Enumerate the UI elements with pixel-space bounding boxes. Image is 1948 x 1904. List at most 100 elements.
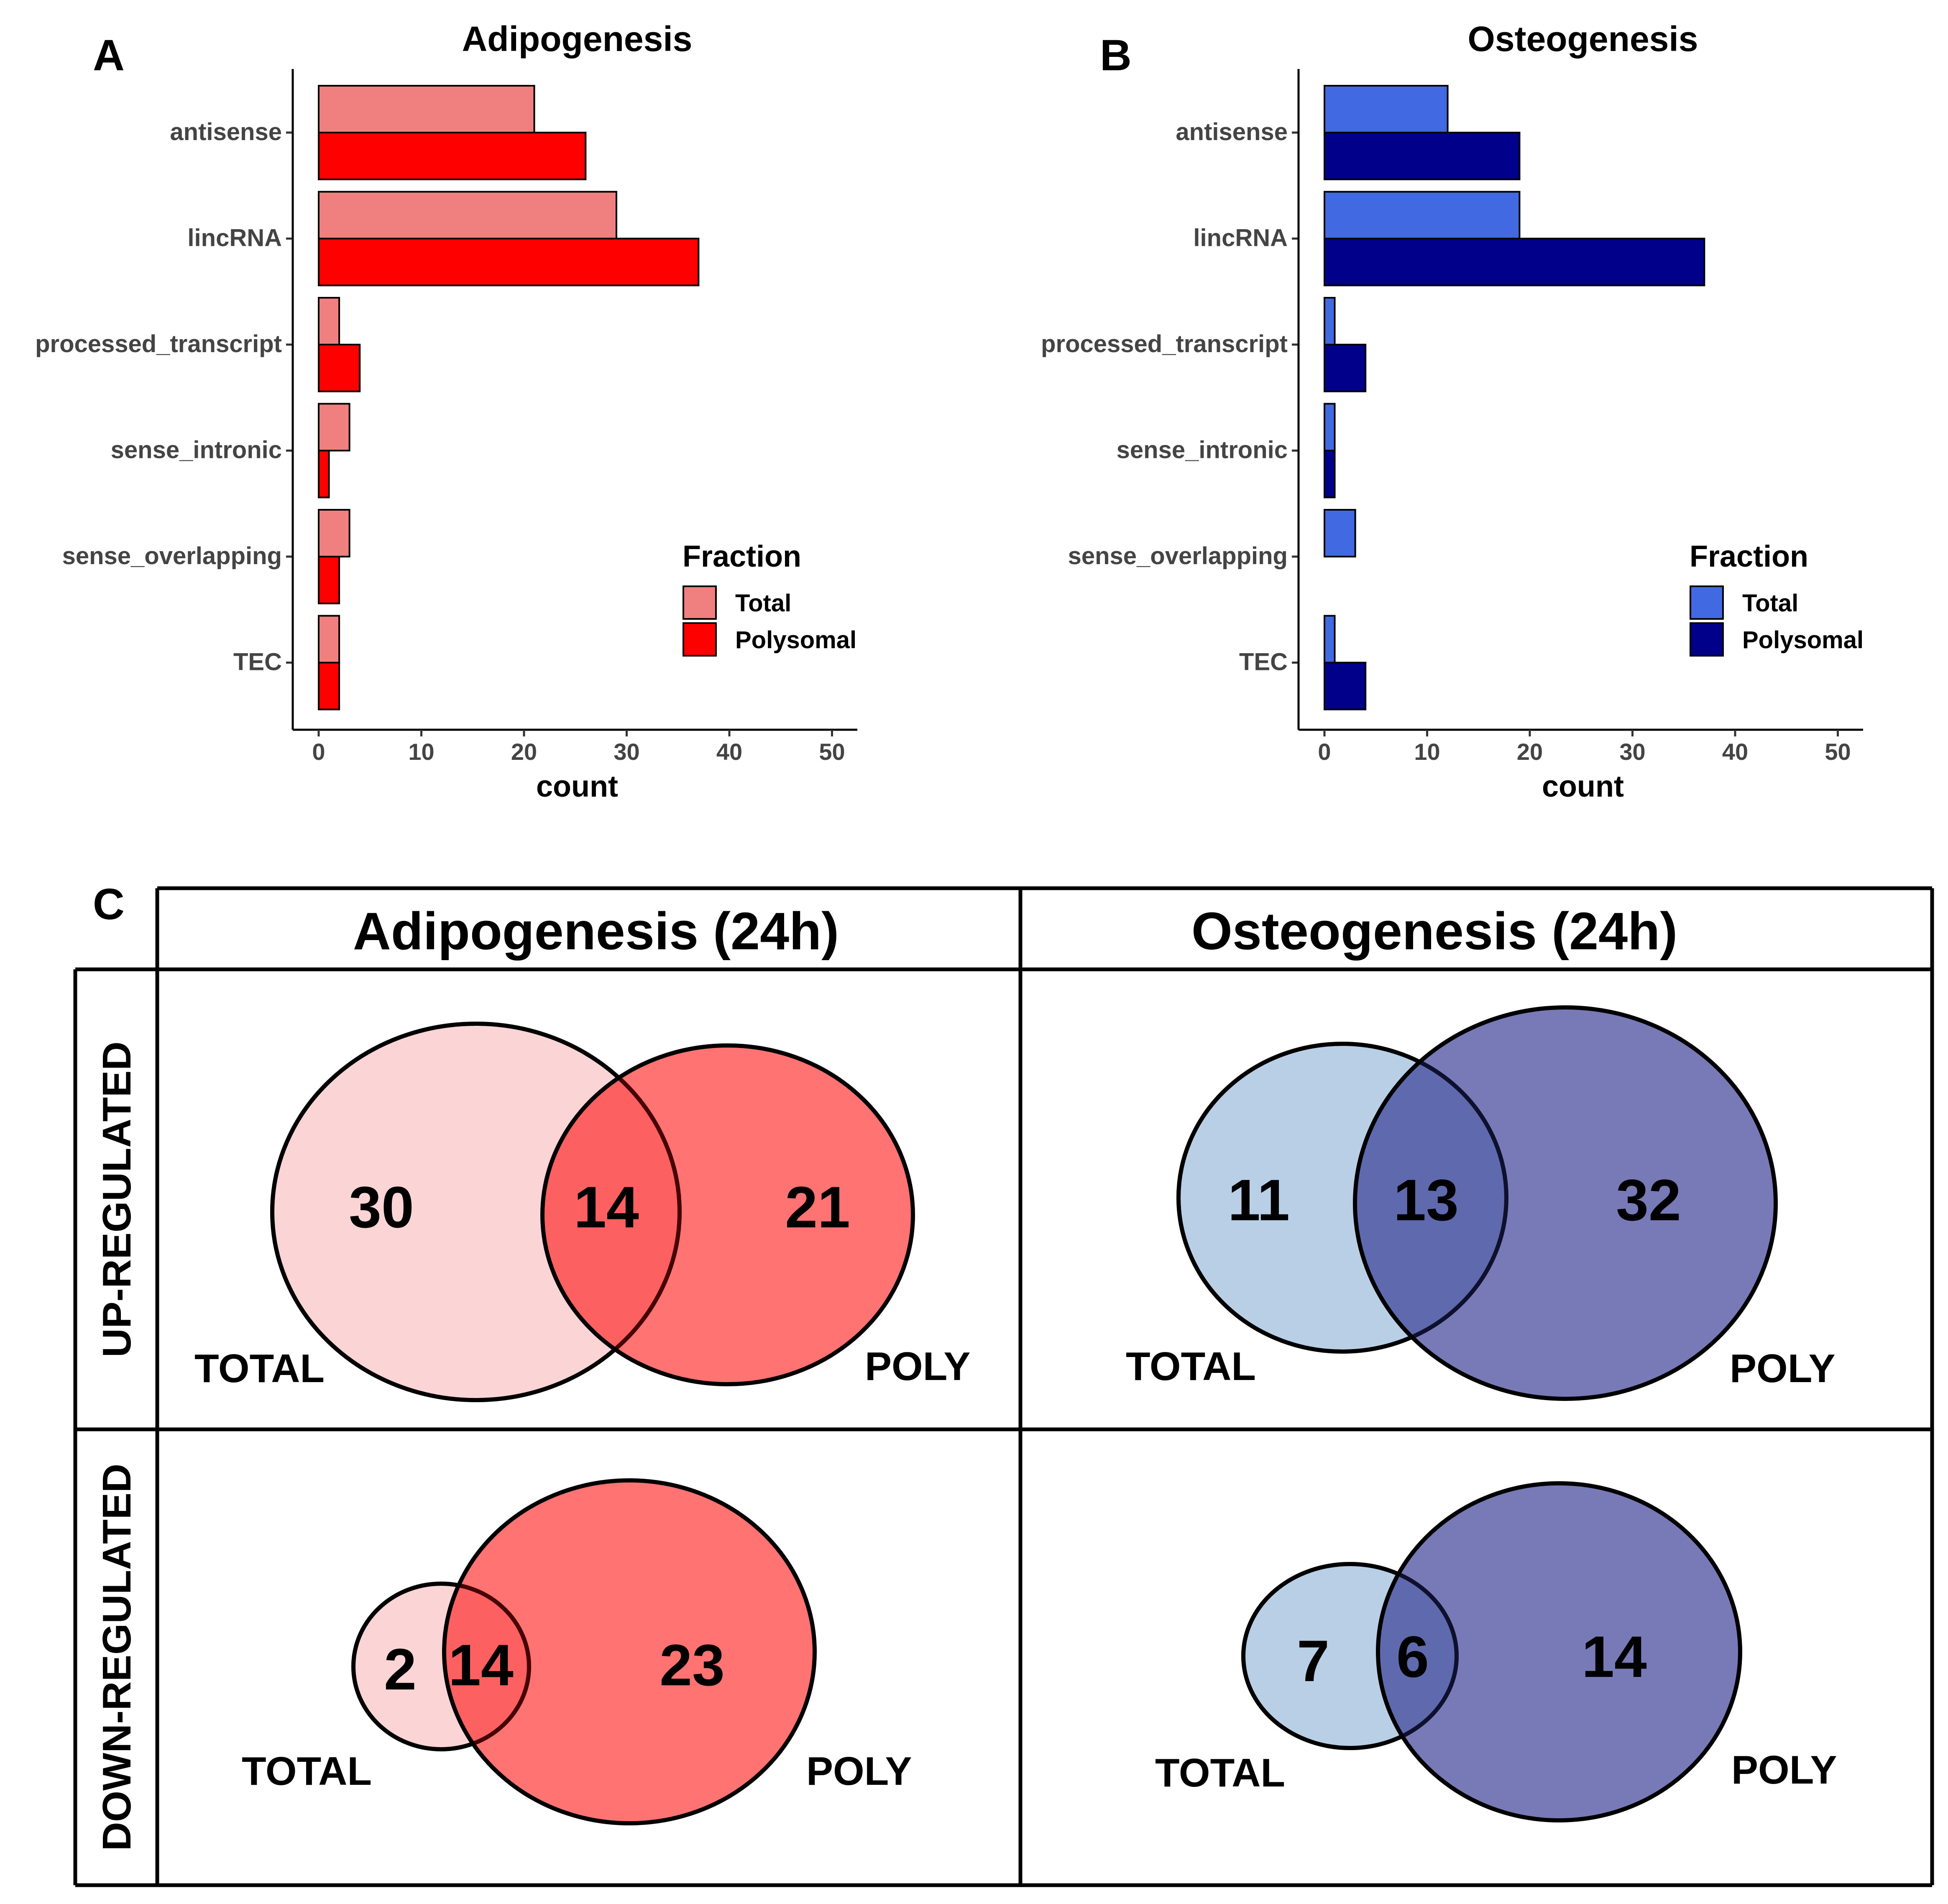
bar-sense_overlapping-total bbox=[318, 509, 350, 557]
x-tick-label-10: 10 bbox=[1414, 739, 1440, 765]
category-label-antisense: antisense bbox=[1176, 118, 1288, 146]
bar-sense_overlapping-polysomal bbox=[318, 556, 340, 604]
venn-count-total-only: 7 bbox=[1297, 1628, 1329, 1694]
x-tick-label-10: 10 bbox=[408, 739, 434, 765]
venn-circle-total-outline bbox=[1176, 1042, 1508, 1354]
x-tick-label-30: 30 bbox=[1619, 739, 1645, 765]
bar-sense_intronic-total bbox=[1324, 403, 1336, 452]
bar-sense_intronic-polysomal bbox=[1324, 450, 1336, 498]
venn-count-overlap: 14 bbox=[574, 1174, 639, 1240]
bar-processed_transcript-total bbox=[1324, 297, 1336, 345]
venn-label-poly: POLY bbox=[1731, 1748, 1837, 1792]
legend-swatch-polysomal-a bbox=[683, 622, 717, 657]
legend-label-total-a: Total bbox=[735, 590, 791, 617]
chart-b-category-labels: antisense lincRNA processed_transcriptsens… bbox=[1041, 118, 1288, 676]
chart-b-axes bbox=[1292, 69, 1863, 736]
x-tick-label-30: 30 bbox=[614, 739, 639, 765]
venn-label-total: TOTAL bbox=[194, 1346, 325, 1391]
venn-count-overlap: 13 bbox=[1393, 1167, 1459, 1233]
chart-a-axes bbox=[286, 69, 857, 736]
legend-label-polysomal-a: Polysomal bbox=[735, 626, 856, 654]
venn-label-poly: POLY bbox=[1730, 1346, 1836, 1391]
chart-a-category-labels: antisense lincRNA processed_transcriptsens… bbox=[35, 118, 282, 676]
chart-a-bars bbox=[318, 85, 700, 710]
chart-b-tick-labels: 0 10 20 30 40 50 bbox=[1318, 739, 1851, 765]
venn-circle-total-outline bbox=[1241, 1562, 1459, 1750]
panel-b: B Osteogenesis antisense lincRNA processed… bbox=[1041, 19, 1864, 803]
legend-label-total-b: Total bbox=[1742, 590, 1798, 617]
chart-b-bars bbox=[1324, 85, 1705, 710]
bar-lincRNA-polysomal bbox=[1324, 238, 1705, 286]
bar-processed_transcript-polysomal bbox=[318, 344, 361, 392]
venn-adipo-down: 2 14 23 TOTAL POLY bbox=[242, 1478, 912, 1825]
bar-antisense-polysomal bbox=[318, 132, 587, 180]
bar-TEC-polysomal bbox=[318, 662, 340, 710]
venn-count-poly-only: 23 bbox=[660, 1632, 725, 1698]
venn-label-poly: POLY bbox=[806, 1749, 912, 1794]
legend-title-a: Fraction bbox=[683, 540, 801, 573]
category-label-lincRNA: lincRNA bbox=[1193, 225, 1288, 252]
category-label-sense_overlapping: sense_overlapping bbox=[62, 542, 282, 570]
venn-circle-poly bbox=[442, 1478, 817, 1825]
bar-TEC-total bbox=[318, 615, 340, 664]
bar-processed_transcript-total bbox=[318, 297, 340, 345]
bar-TEC-polysomal bbox=[1324, 662, 1367, 710]
category-label-sense_intronic: sense_intronic bbox=[111, 437, 282, 464]
chart-a-tick-labels: 0 10 20 30 40 50 bbox=[312, 739, 845, 765]
x-axis-title-a: count bbox=[536, 770, 618, 803]
x-tick-label-50: 50 bbox=[1825, 739, 1851, 765]
category-label-sense_overlapping: sense_overlapping bbox=[1068, 542, 1288, 570]
panel-letter-a: A bbox=[93, 31, 125, 80]
venn-label-total: TOTAL bbox=[1155, 1751, 1285, 1795]
bar-antisense-polysomal bbox=[1324, 132, 1521, 180]
legend-title-b: Fraction bbox=[1690, 540, 1808, 573]
bar-antisense-total bbox=[318, 85, 535, 133]
venn-count-total-only: 11 bbox=[1228, 1167, 1290, 1233]
venn-count-poly-only: 21 bbox=[785, 1174, 850, 1240]
venn-grid-lines bbox=[73, 886, 1934, 1887]
legend-swatch-polysomal-b bbox=[1690, 622, 1724, 657]
x-tick-label-40: 40 bbox=[716, 739, 742, 765]
venn-circle-total-outline bbox=[351, 1582, 531, 1751]
venn-count-overlap: 14 bbox=[448, 1632, 514, 1698]
bar-TEC-total bbox=[1324, 615, 1336, 664]
venn-count-total-only: 2 bbox=[384, 1636, 417, 1702]
row-header-down-regulated: DOWN-REGULATED bbox=[95, 1464, 139, 1851]
bar-sense_overlapping-total bbox=[1324, 509, 1356, 557]
venn-osteo-up: 11 13 32 TOTAL POLY bbox=[1126, 1005, 1836, 1401]
category-label-sense_intronic: sense_intronic bbox=[1117, 437, 1288, 464]
panel-letter-b: B bbox=[1100, 31, 1132, 80]
venn-count-poly-only: 14 bbox=[1582, 1624, 1647, 1689]
chart-title-adipogenesis: Adipogenesis bbox=[462, 19, 693, 59]
category-label-antisense: antisense bbox=[170, 118, 282, 146]
legend-swatch-total-a bbox=[683, 585, 717, 620]
bar-lincRNA-total bbox=[318, 191, 617, 240]
venn-osteo-down: 7 6 14 TOTAL POLY bbox=[1155, 1481, 1837, 1822]
row-header-up-regulated: UP-REGULATED bbox=[95, 1041, 139, 1357]
venn-count-poly-only: 32 bbox=[1616, 1167, 1681, 1233]
venn-label-total: TOTAL bbox=[1126, 1344, 1256, 1389]
x-tick-label-50: 50 bbox=[819, 739, 845, 765]
venn-label-total: TOTAL bbox=[242, 1749, 372, 1794]
chart-title-osteogenesis: Osteogenesis bbox=[1468, 19, 1698, 59]
column-header-adipogenesis: Adipogenesis (24h) bbox=[353, 902, 839, 961]
x-tick-label-40: 40 bbox=[1722, 739, 1748, 765]
category-label-TEC: TEC bbox=[233, 649, 282, 676]
venn-circle-poly bbox=[1376, 1481, 1742, 1822]
bar-sense_intronic-polysomal bbox=[318, 450, 330, 498]
bar-lincRNA-total bbox=[1324, 191, 1521, 240]
venn-circle-total-outline bbox=[270, 1022, 682, 1402]
x-tick-label-0: 0 bbox=[1318, 739, 1331, 765]
venn-circle-poly bbox=[540, 1043, 915, 1386]
panel-c: C Adipogenesis (24h) Osteogenesis (24h) … bbox=[73, 880, 1934, 1887]
bar-processed_transcript-polysomal bbox=[1324, 344, 1367, 392]
column-header-osteogenesis: Osteogenesis (24h) bbox=[1191, 902, 1677, 961]
category-label-TEC: TEC bbox=[1239, 649, 1288, 676]
legend-a: Fraction Total Polysomal bbox=[683, 540, 856, 657]
category-label-processed_transcript: processed_transcript bbox=[1041, 330, 1288, 358]
category-label-lincRNA: lincRNA bbox=[187, 225, 282, 252]
venn-count-overlap: 6 bbox=[1396, 1624, 1429, 1689]
venn-label-poly: POLY bbox=[865, 1344, 971, 1389]
legend-b: Fraction Total Polysomal bbox=[1690, 540, 1864, 657]
